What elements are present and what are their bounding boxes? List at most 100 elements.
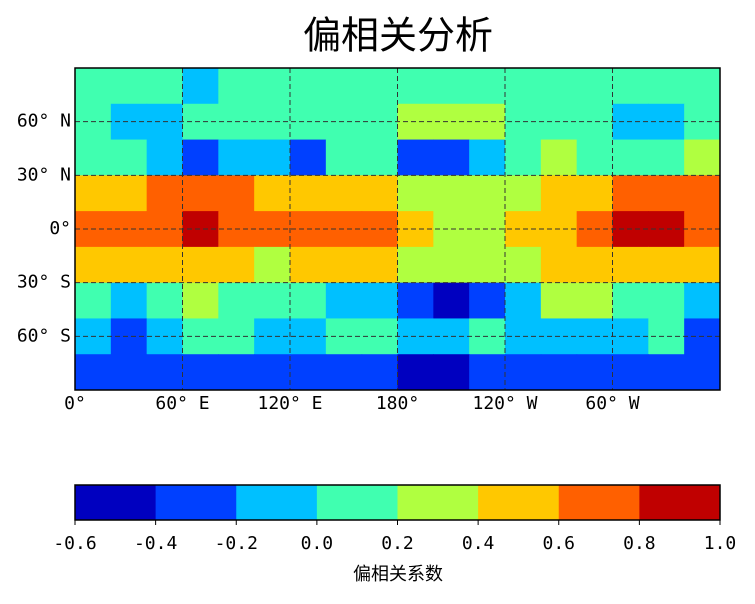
field-cell (75, 354, 112, 391)
field-cell (505, 246, 542, 284)
colorbar-label: 偏相关系数 (353, 564, 443, 585)
field-cell (540, 246, 578, 284)
field-cell (469, 354, 506, 391)
field-cell (648, 354, 685, 391)
field-cell (433, 68, 470, 105)
field-cell (397, 139, 434, 176)
field-cell (75, 68, 112, 105)
field-cell (397, 175, 434, 212)
field-cell (146, 68, 183, 105)
x-tick-label: 180° (376, 393, 419, 414)
field-cell (361, 282, 398, 319)
colorbar-tick-label: 0.6 (542, 533, 575, 554)
field-cell (540, 354, 578, 391)
x-tick-label: 120° E (257, 393, 322, 414)
field-cell (325, 354, 363, 391)
field-cell (218, 68, 255, 105)
plot-frame (74, 67, 721, 391)
colorbar-tick-label: -0.4 (134, 533, 177, 554)
field-cell (290, 246, 327, 284)
field-cell (146, 354, 183, 391)
field-cell (612, 175, 649, 212)
field-cell (110, 175, 148, 212)
field-cell (612, 139, 649, 176)
field-cell (397, 282, 434, 319)
field-cell (110, 68, 148, 105)
field-cell (540, 282, 578, 319)
colorbar-segment (155, 485, 237, 520)
field-cell (433, 246, 470, 284)
field-cell (146, 175, 183, 212)
field-cell (75, 175, 112, 212)
field-cell (505, 354, 542, 391)
field-cell (361, 246, 398, 284)
colorbar-tick-label: 0.8 (623, 533, 656, 554)
field-cell (218, 246, 255, 284)
field-cell (325, 139, 363, 176)
field-cell (110, 282, 148, 319)
field-cell (648, 175, 685, 212)
field-cell (325, 68, 363, 105)
field-cell (182, 139, 219, 176)
field-cell (146, 246, 183, 284)
field-cell (576, 354, 613, 391)
field (75, 68, 721, 391)
field-cell (469, 139, 506, 176)
field-cell (110, 246, 148, 284)
field-cell (254, 68, 291, 105)
field-cell (433, 282, 470, 319)
field-cell (254, 282, 291, 319)
field-cell (110, 139, 148, 176)
colorbar-tick-label: 0.0 (301, 533, 334, 554)
colorbar-tick-label: 1.0 (704, 533, 737, 554)
x-tick-label: 60° W (585, 393, 639, 414)
field-cell (254, 139, 291, 176)
field-cell (433, 139, 470, 176)
field-cell (505, 175, 542, 212)
field-cell (218, 282, 255, 319)
y-tick-label: 0° (49, 218, 71, 239)
field-cell (218, 175, 255, 212)
field-cell (505, 68, 542, 105)
field-cell (325, 175, 363, 212)
field-cell (684, 139, 721, 176)
field-cell (505, 139, 542, 176)
field-cell (576, 282, 613, 319)
field-cell (684, 68, 721, 105)
field-cell (612, 282, 649, 319)
colorbar-segment (75, 485, 157, 520)
field-cell (469, 246, 506, 284)
field-cell (361, 175, 398, 212)
field-cell (648, 68, 685, 105)
field-cell (397, 354, 434, 391)
field-cell (75, 139, 112, 176)
field-cell (540, 175, 578, 212)
field-cell (648, 246, 685, 284)
colorbar-segment (236, 485, 318, 520)
field-cell (361, 68, 398, 105)
field-cell (684, 246, 721, 284)
field-cell (612, 354, 649, 391)
field-cell (182, 246, 219, 284)
field-cell (110, 354, 148, 391)
field-cell (182, 282, 219, 319)
colorbar-segment (316, 485, 398, 520)
field-cell (361, 139, 398, 176)
colorbar-segment (478, 485, 560, 520)
colorbar-tick-label: -0.6 (53, 533, 96, 554)
field-cell (469, 282, 506, 319)
field-cell (505, 282, 542, 319)
field-cell (612, 68, 649, 105)
field-cell (325, 282, 363, 319)
field-cell (576, 68, 613, 105)
x-tick-label: 60° E (155, 393, 209, 414)
field-cell (254, 246, 291, 284)
field-cell (290, 354, 327, 391)
colorbar-tick-label: -0.2 (215, 533, 258, 554)
field-cell (325, 246, 363, 284)
field-cell (433, 354, 470, 391)
field-cell (290, 282, 327, 319)
field-cell (612, 246, 649, 284)
field-cell (218, 354, 255, 391)
field-cell (182, 175, 219, 212)
